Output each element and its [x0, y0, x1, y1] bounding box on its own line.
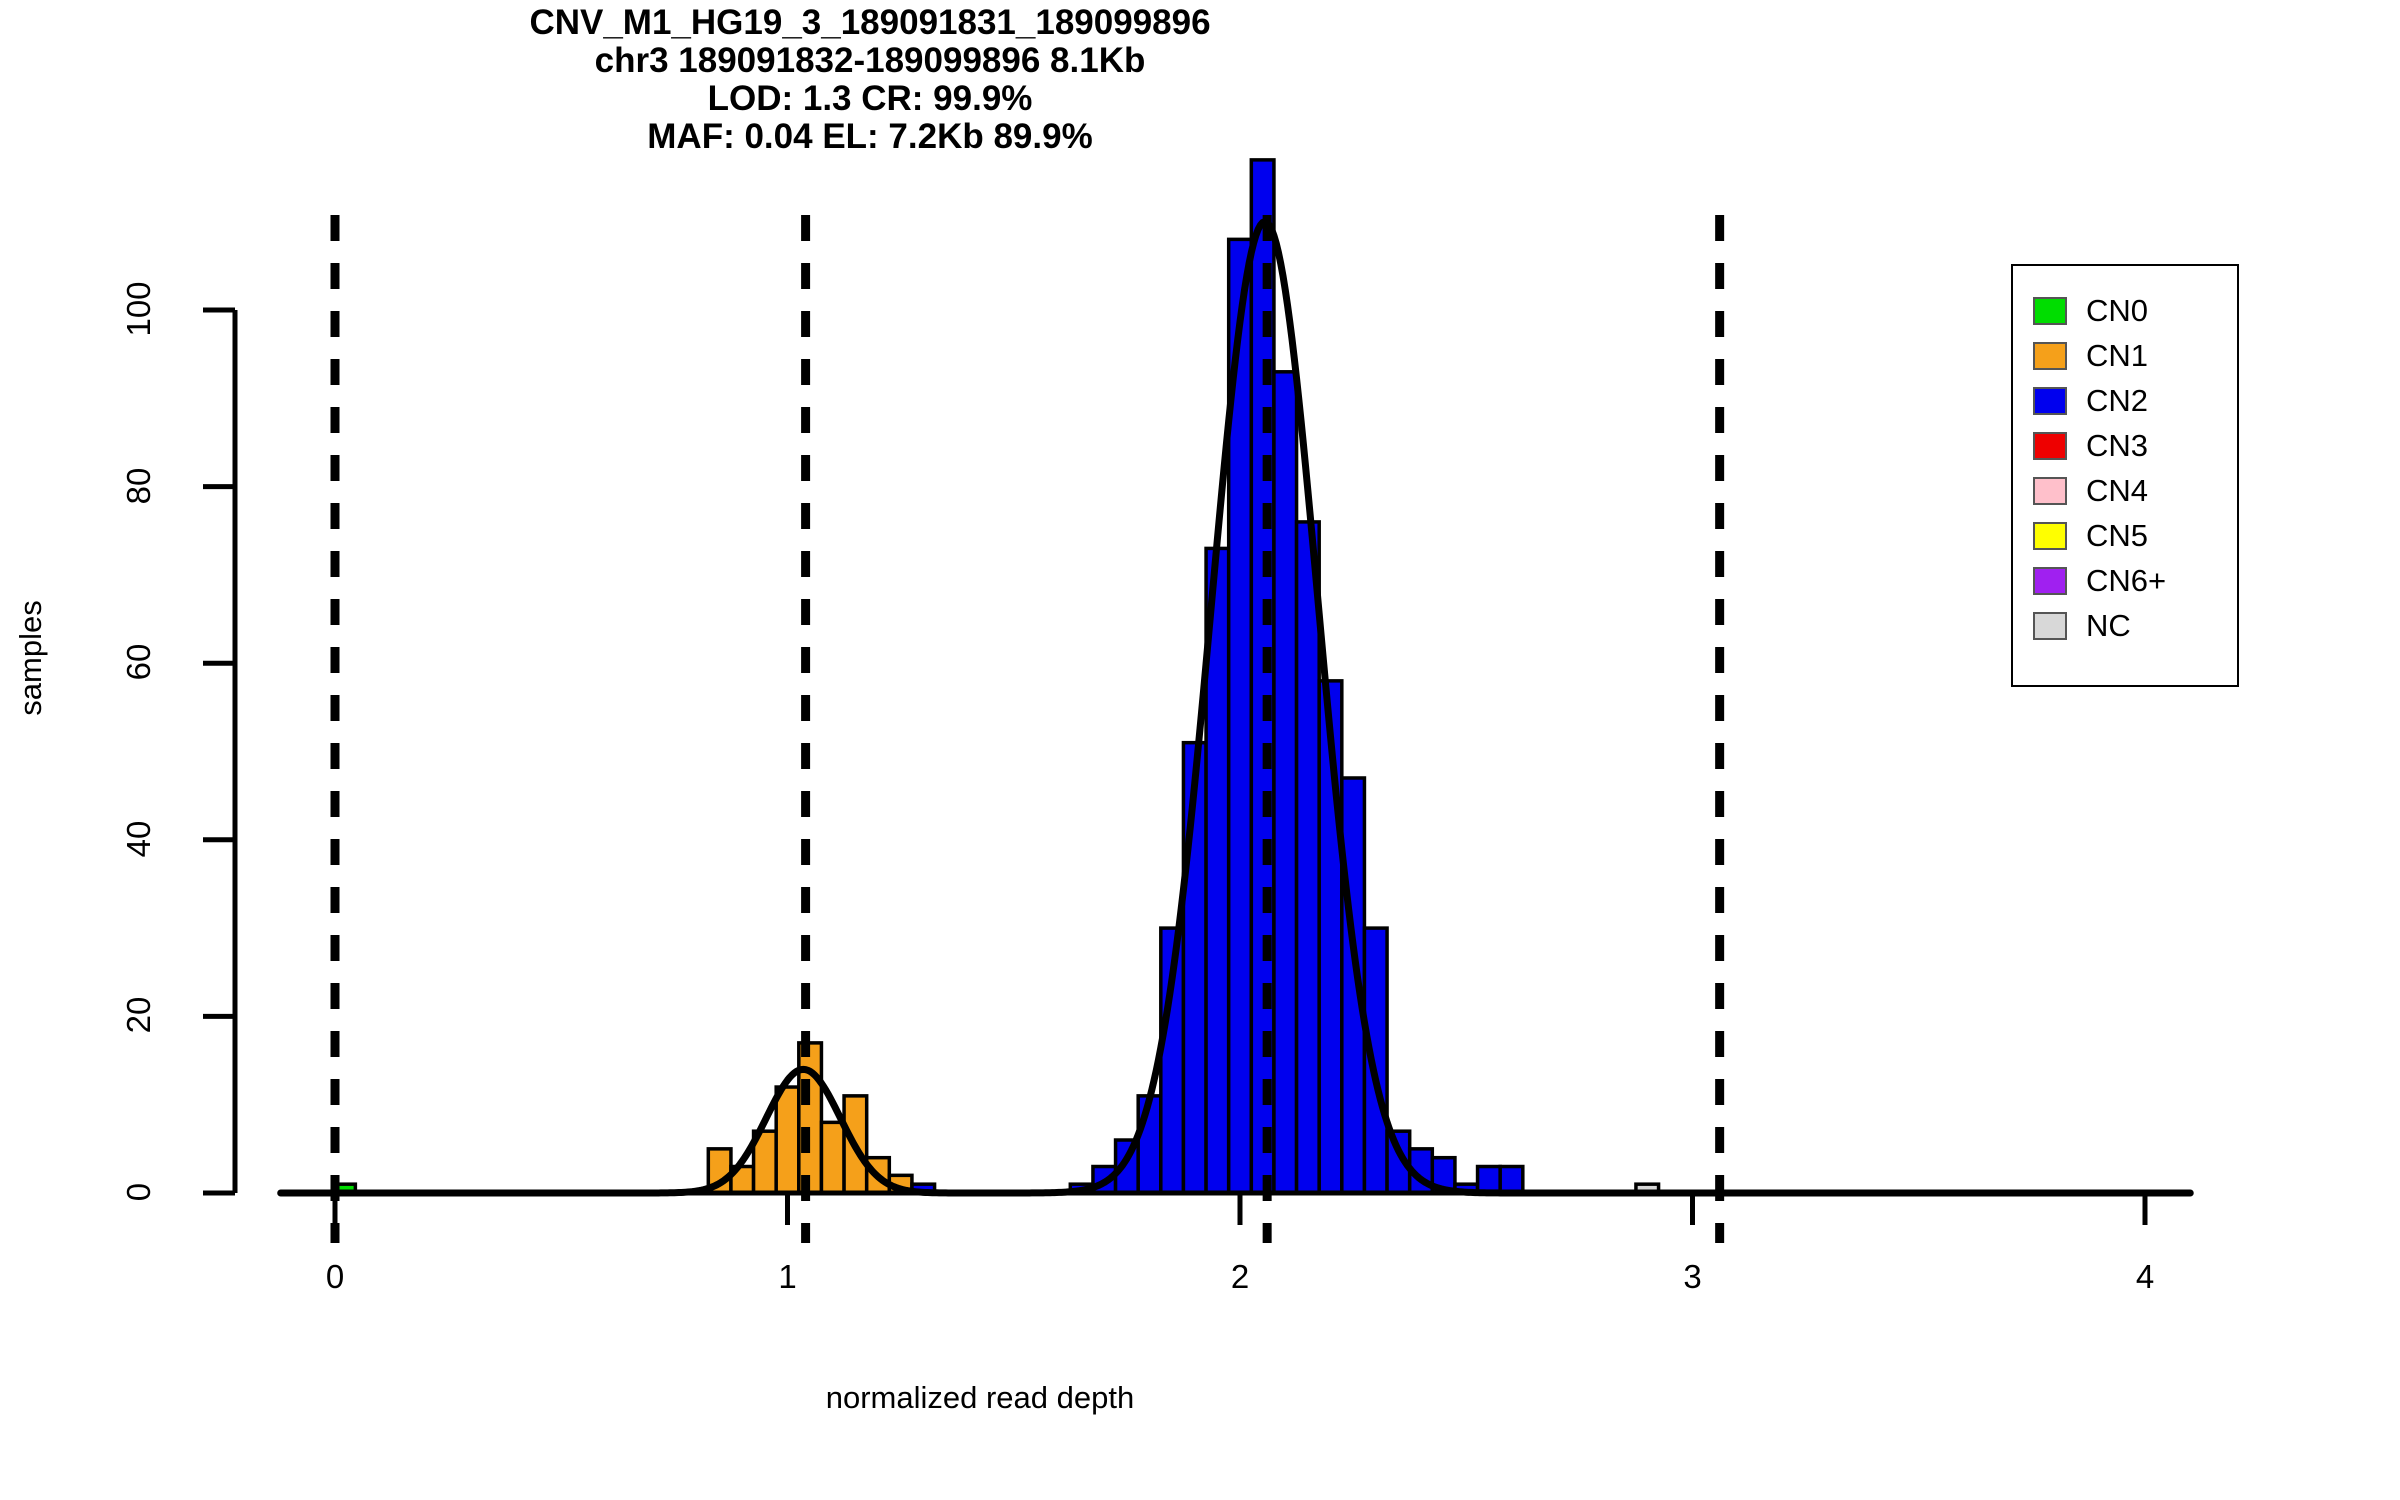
legend-item-cn5: CN5 [2033, 513, 2166, 558]
legend-item-label: CN3 [2086, 428, 2149, 463]
title-line-1: CNV_M1_HG19_3_189091831_189099896 [529, 3, 1211, 42]
legend-item-nc: NC [2033, 603, 2166, 648]
title-line-3: LOD: 1.3 CR: 99.9% [707, 79, 1033, 118]
y-tick-label: 80 [120, 467, 157, 504]
y-tick-label: 0 [120, 1182, 157, 1202]
y-tick-label: 20 [120, 997, 157, 1034]
histogram-bars [330, 158, 1661, 1195]
y-tick-label: 100 [120, 281, 157, 337]
legend-swatch-icon [2033, 611, 2067, 640]
legend-item-label: CN4 [2086, 473, 2149, 508]
legend-item-label: CN1 [2086, 338, 2149, 373]
legend-items: CN0 CN1 CN2 CN3 CN4 CN5 CN6+ NC [2033, 288, 2166, 648]
legend-item-cn1: CN1 [2033, 333, 2166, 378]
x-tick-label: 1 [778, 1258, 797, 1295]
histogram-bar [1294, 520, 1321, 1195]
histogram-bar [1362, 926, 1389, 1195]
legend-item-label: CN0 [2086, 293, 2149, 328]
legend-item-label: CN2 [2086, 383, 2149, 418]
y-tick-label: 40 [120, 820, 157, 858]
histogram-bar [797, 1041, 824, 1195]
x-tick-label: 2 [1230, 1258, 1250, 1295]
legend-item-label: CN6+ [2086, 563, 2167, 598]
copy-number-threshold-lines [330, 215, 1725, 1243]
legend-item-cn0: CN0 [2033, 288, 2166, 333]
histogram-bar [1498, 1164, 1525, 1195]
legend-item-label: NC [2086, 608, 2131, 643]
x-axis-title: normalized read depth [825, 1380, 1135, 1415]
legend-swatch-icon [2033, 431, 2067, 460]
y-axis-title: samples [13, 600, 48, 716]
legend-item-cn6plus: CN6+ [2033, 558, 2166, 603]
legend-swatch-icon [2033, 476, 2067, 505]
legend-swatch-icon [2033, 296, 2067, 325]
legend: CN0 CN1 CN2 CN3 CN4 CN5 CN6+ NC [2011, 264, 2239, 687]
legend-swatch-icon [2033, 521, 2067, 550]
x-tick-label: 3 [1683, 1258, 1702, 1295]
axes [203, 307, 2182, 1225]
title-line-4: MAF: 0.04 EL: 7.2Kb 89.9% [647, 117, 1093, 156]
legend-item-cn2: CN2 [2033, 378, 2166, 423]
legend-item-label: CN5 [2086, 518, 2149, 553]
histogram-bar [1475, 1164, 1502, 1195]
legend-item-cn3: CN3 [2033, 423, 2166, 468]
x-tick-label: 4 [2135, 1258, 2155, 1295]
legend-swatch-icon [2033, 566, 2067, 595]
legend-swatch-icon [2033, 386, 2067, 415]
legend-item-cn4: CN4 [2033, 468, 2166, 513]
legend-swatch-icon [2033, 341, 2067, 370]
title-line-2: chr3 189091832-189099896 8.1Kb [594, 41, 1146, 80]
histogram-bar [774, 1085, 801, 1195]
y-tick-label: 60 [120, 643, 157, 681]
histogram-bar [819, 1120, 846, 1195]
plot-title: CNV_M1_HG19_3_189091831_189099896 chr3 1… [0, 4, 1740, 156]
histogram-bar [1272, 370, 1299, 1195]
x-tick-label: 0 [325, 1258, 345, 1295]
